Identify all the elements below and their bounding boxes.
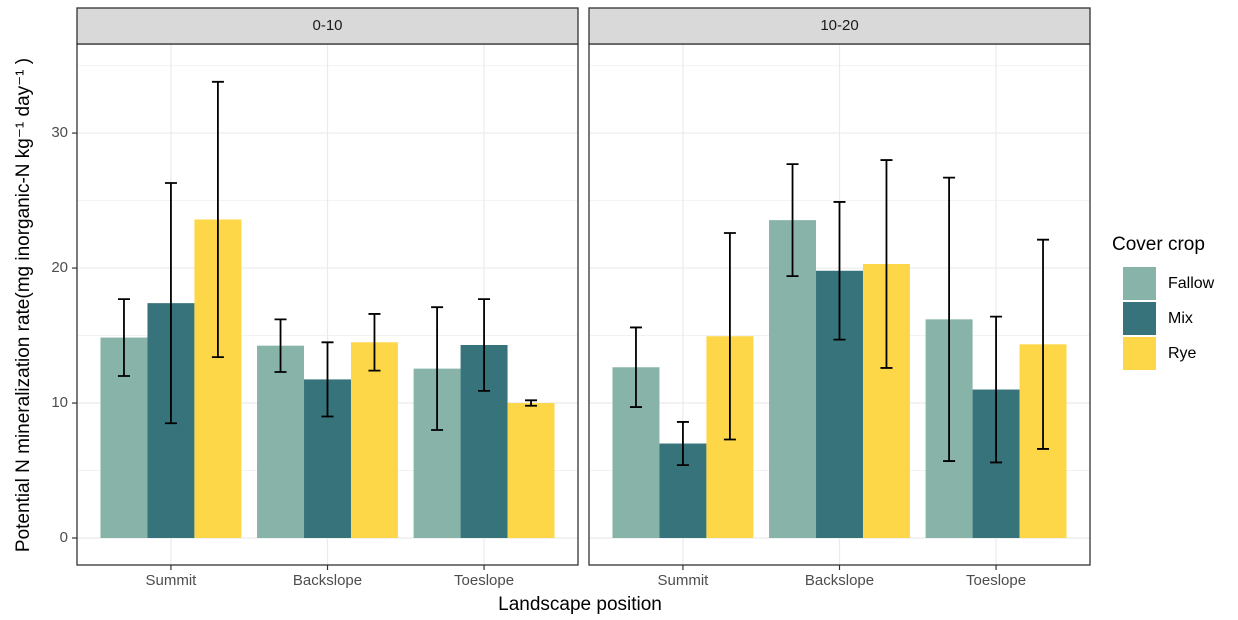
facet-title: 0-10 bbox=[312, 17, 342, 34]
error-bar bbox=[990, 315, 1003, 464]
bar bbox=[257, 345, 305, 539]
error-bar bbox=[274, 318, 287, 373]
error-bar bbox=[117, 298, 130, 377]
error-bar bbox=[676, 421, 689, 467]
error-bar bbox=[478, 298, 491, 392]
error-bar bbox=[211, 80, 224, 359]
error-bar bbox=[321, 341, 334, 418]
bar bbox=[350, 342, 398, 539]
y-tick-label: 10 bbox=[51, 394, 68, 411]
legend-key bbox=[1123, 337, 1156, 370]
x-tick-label: Summit bbox=[658, 572, 710, 589]
error-bar bbox=[629, 326, 642, 408]
facet-strip bbox=[76, 7, 579, 45]
error-bar bbox=[164, 182, 177, 425]
x-tick-label: Backslope bbox=[293, 572, 362, 589]
legend-label: Fallow bbox=[1168, 275, 1215, 292]
y-tick-label: 20 bbox=[51, 259, 68, 276]
legend-label: Rye bbox=[1168, 345, 1197, 362]
error-bar bbox=[723, 232, 736, 441]
legend-key bbox=[1123, 267, 1156, 300]
error-bar bbox=[431, 306, 444, 431]
x-tick-label: Summit bbox=[146, 572, 198, 589]
y-tick-label: 30 bbox=[51, 124, 68, 141]
error-bar bbox=[943, 176, 956, 462]
x-tick-label: Backslope bbox=[805, 572, 874, 589]
error-bar bbox=[368, 313, 381, 372]
error-bar bbox=[1037, 238, 1050, 450]
error-bar bbox=[786, 163, 799, 278]
facet-strip bbox=[588, 7, 1091, 45]
legend-title: Cover crop bbox=[1112, 234, 1205, 255]
error-bar bbox=[525, 399, 538, 407]
x-axis-title: Landscape position bbox=[498, 594, 662, 615]
y-axis-title: Potential N mineralization rate(mg inorg… bbox=[13, 58, 34, 552]
y-tick-label: 0 bbox=[60, 529, 68, 546]
x-tick-label: Toeslope bbox=[966, 572, 1026, 589]
bar bbox=[507, 403, 555, 539]
legend-key bbox=[1123, 302, 1156, 335]
legend-label: Mix bbox=[1168, 310, 1193, 327]
x-tick-label: Toeslope bbox=[454, 572, 514, 589]
facet-title: 10-20 bbox=[820, 17, 858, 34]
error-bar bbox=[880, 159, 893, 369]
error-bar bbox=[833, 201, 846, 341]
